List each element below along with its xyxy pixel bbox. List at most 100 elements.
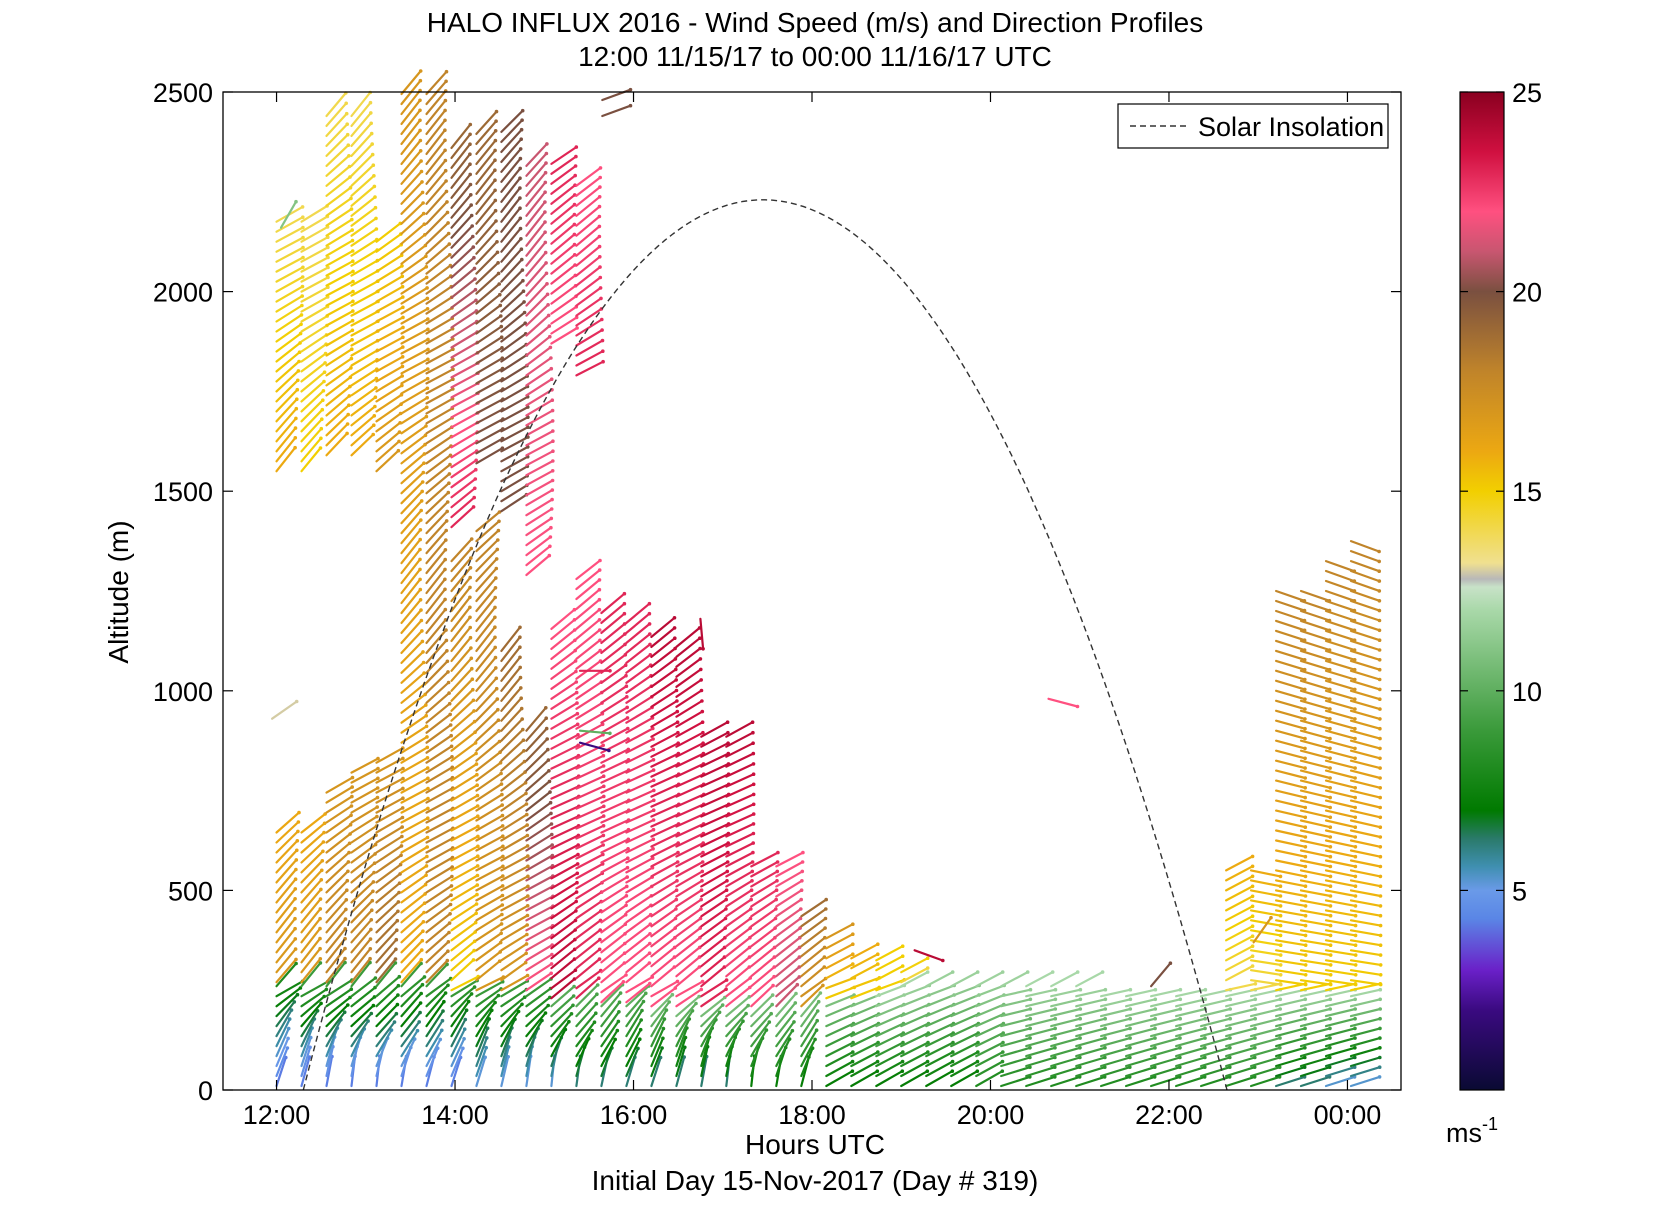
wind-vector	[1199, 1036, 1232, 1048]
wind-vector	[1000, 997, 1033, 1008]
wind-vector	[475, 666, 498, 692]
wind-vector	[625, 1018, 643, 1048]
wind-vector	[400, 1001, 423, 1028]
wind-vector	[1274, 819, 1308, 829]
wind-vector	[1349, 869, 1383, 879]
wind-vector	[1274, 1016, 1307, 1028]
colorbar-tick-label: 25	[1512, 78, 1542, 108]
wind-vector	[675, 657, 703, 678]
wind-vector	[400, 424, 428, 445]
wind-vector	[800, 983, 825, 1008]
wind-vector	[425, 253, 452, 275]
wind-vector	[400, 629, 424, 655]
wind-vector	[575, 976, 601, 1000]
wind-vector	[525, 971, 553, 992]
wind-vector	[450, 556, 473, 583]
wind-vector	[550, 852, 580, 870]
wind-vector	[1000, 1007, 1033, 1018]
wind-vector	[500, 278, 525, 303]
wind-vector	[275, 284, 305, 303]
wind-vector	[775, 1028, 795, 1058]
wind-vector	[350, 142, 375, 167]
wind-vector	[450, 477, 478, 499]
wind-vector	[500, 1002, 524, 1028]
wind-vector	[725, 995, 752, 1018]
wind-vector	[725, 916, 753, 938]
wind-vector	[300, 916, 322, 944]
wind-vector	[775, 850, 805, 868]
wind-vector	[375, 274, 405, 293]
wind-vector	[400, 796, 430, 814]
wind-vector	[400, 835, 430, 854]
wind-vector	[650, 860, 680, 878]
wind-vector	[575, 618, 602, 641]
wind-vector	[325, 259, 355, 277]
wind-vector	[400, 433, 428, 455]
wind-vector	[300, 1045, 312, 1078]
wind-vector	[875, 954, 905, 972]
wind-vector	[850, 1069, 880, 1088]
wind-vector	[1324, 769, 1357, 780]
wind-vector	[525, 822, 554, 842]
wind-vector	[1324, 979, 1358, 987]
wind-vector	[550, 984, 576, 1008]
wind-vector	[550, 843, 580, 860]
wind-vector	[700, 987, 728, 1008]
wind-vector	[1299, 839, 1333, 849]
wind-vector	[1274, 719, 1307, 731]
wind-vector	[900, 1050, 930, 1068]
wind-vector	[575, 166, 603, 187]
wind-vector	[1224, 914, 1255, 932]
wind-vector	[475, 625, 497, 653]
wind-vector	[725, 869, 755, 888]
wind-vector	[675, 850, 705, 868]
wind-vector	[275, 255, 305, 273]
wind-vector	[675, 646, 702, 668]
wind-vector	[900, 1059, 930, 1078]
wind-vector	[1324, 919, 1358, 928]
wind-vector	[1174, 1026, 1207, 1038]
wind-vector	[350, 195, 377, 217]
wind-vector	[450, 883, 480, 902]
wind-vector	[575, 338, 605, 357]
wind-vector	[600, 716, 630, 734]
wind-vector	[275, 1017, 292, 1048]
wind-vector	[725, 841, 755, 858]
wind-vector	[400, 882, 428, 904]
wind-vector	[325, 403, 351, 427]
wind-vector	[300, 987, 329, 1008]
wind-vector	[550, 659, 578, 680]
wind-vector	[550, 711, 580, 730]
wind-vector	[325, 1010, 347, 1038]
wind-vector	[550, 918, 578, 940]
wind-vector	[900, 956, 930, 974]
wind-vector	[675, 1045, 687, 1078]
wind-vector	[800, 1037, 817, 1068]
wind-vector	[1324, 759, 1357, 770]
wind-vector	[1349, 889, 1383, 898]
wind-vector	[1324, 829, 1358, 839]
wind-vector	[375, 900, 401, 924]
wind-vector	[525, 737, 549, 762]
plot-area	[223, 92, 1401, 1090]
wind-vector	[650, 850, 680, 868]
wind-vector	[1249, 1016, 1282, 1028]
wind-vector	[1349, 689, 1382, 701]
wind-vector	[425, 902, 453, 924]
wind-vector	[1324, 819, 1358, 829]
chart-title: HALO INFLUX 2016 - Wind Speed (m/s) and …	[427, 7, 1204, 38]
wind-vector	[325, 318, 355, 337]
wind-vector	[500, 749, 526, 772]
wind-vector	[325, 309, 355, 327]
wind-vector	[650, 699, 679, 718]
wind-vector	[725, 879, 754, 898]
wind-vector	[1349, 709, 1382, 721]
wind-vector	[1324, 739, 1357, 751]
wind-vector	[750, 1011, 773, 1038]
wind-vector	[1349, 559, 1381, 573]
wind-vector	[525, 324, 552, 347]
wind-vector	[1224, 874, 1255, 892]
wind-vector	[425, 670, 450, 694]
wind-vector	[425, 723, 453, 744]
wind-vector	[600, 961, 627, 984]
